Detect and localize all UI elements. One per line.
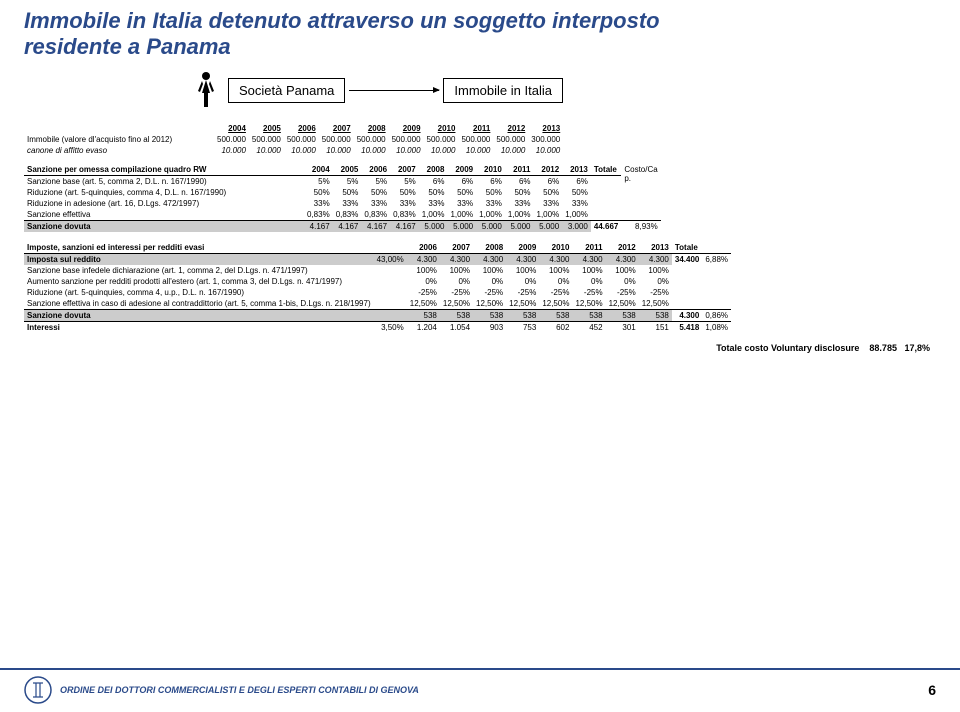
title-line2: residente a Panama — [24, 34, 231, 59]
person-icon — [194, 71, 218, 111]
footer-logo-icon — [24, 676, 52, 704]
table-sanzione-rw: Sanzione per omessa compilazione quadro … — [24, 164, 661, 232]
t3-header: Imposte, sanzioni ed interessi per reddi… — [24, 242, 731, 254]
total-voluntary: Totale costo Voluntary disclosure 88.785… — [24, 343, 936, 353]
title-line1: Immobile in Italia detenuto attraverso u… — [24, 8, 660, 33]
footer-page-number: 6 — [928, 682, 936, 698]
page-title: Immobile in Italia detenuto attraverso u… — [24, 8, 936, 61]
arrow-icon — [349, 90, 439, 91]
table-imposte: Imposte, sanzioni ed interessi per reddi… — [24, 242, 731, 333]
footer: ORDINE DEI DOTTORI COMMERCIALISTI E DEGL… — [0, 668, 960, 712]
diagram-box-2: Immobile in Italia — [443, 78, 563, 103]
table-immobile: 2004200520062007200820092010201120122013… — [24, 123, 563, 156]
diagram: Società Panama Immobile in Italia — [194, 71, 936, 111]
t2-header: Sanzione per omessa compilazione quadro … — [24, 164, 661, 176]
diagram-box-1: Società Panama — [228, 78, 345, 103]
footer-text: ORDINE DEI DOTTORI COMMERCIALISTI E DEGL… — [60, 685, 419, 695]
t1-header: 2004200520062007200820092010201120122013 — [24, 123, 563, 134]
